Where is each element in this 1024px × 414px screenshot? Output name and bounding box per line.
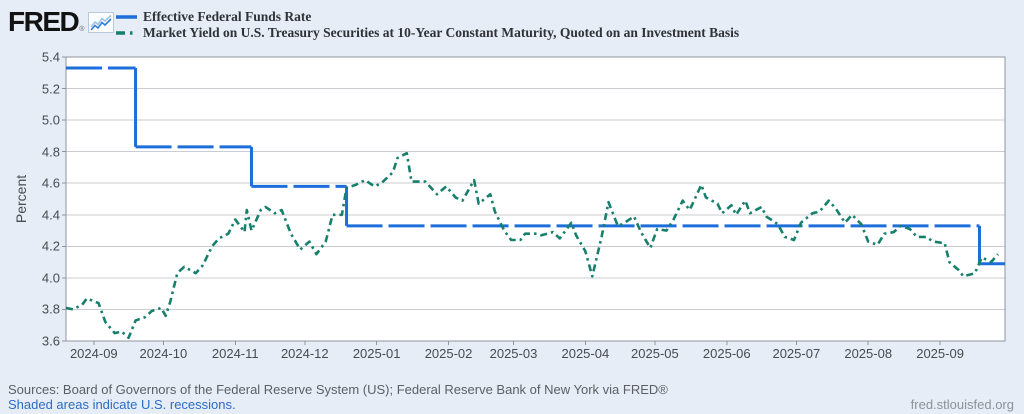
legend-swatch-solid-icon bbox=[116, 15, 137, 19]
x-axis-tick-label: 2025-07 bbox=[772, 346, 821, 361]
x-axis-tick-label: 2025-06 bbox=[702, 346, 751, 361]
fred-logo-registered: ® bbox=[79, 26, 85, 33]
legend-label-dgs10: Market Yield on U.S. Treasury Securities… bbox=[143, 25, 740, 40]
legend-swatch-dash-dot-icon bbox=[116, 31, 137, 35]
y-axis-tick-label: 4.6 bbox=[41, 175, 60, 191]
x-axis-tick-labels: 2024-09 2024-10 2024-11 2024-12 2025-01 2025-… bbox=[66, 346, 1005, 362]
y-axis-tick-label: 4.2 bbox=[41, 238, 60, 254]
x-axis-tick-label: 2025-03 bbox=[489, 346, 538, 361]
legend-item-effr[interactable]: Effective Federal Funds Rate bbox=[116, 9, 739, 25]
chart-plot-area[interactable] bbox=[62, 56, 1006, 345]
footer-sources-text: Sources: Board of Governors of the Feder… bbox=[8, 382, 668, 397]
fred-sparkline-icon bbox=[88, 12, 115, 33]
y-axis-tick-label: 4.0 bbox=[41, 270, 60, 286]
site-url: fred.stlouisfed.org bbox=[910, 397, 1014, 412]
x-axis-tick-label: 2025-09 bbox=[916, 346, 964, 361]
x-axis-tick-label: 2025-04 bbox=[561, 346, 610, 361]
recessions-link[interactable]: Shaded areas indicate U.S. recessions. bbox=[8, 397, 236, 412]
legend-label-effr: Effective Federal Funds Rate bbox=[143, 9, 312, 24]
y-axis-tick-label: 3.8 bbox=[41, 301, 60, 317]
x-axis-tick-label: 2024-10 bbox=[139, 346, 188, 361]
y-axis-tick-label: 5.4 bbox=[41, 49, 60, 65]
x-axis-tick-label: 2025-02 bbox=[424, 346, 473, 361]
x-axis-tick-label: 2024-12 bbox=[280, 346, 329, 361]
y-axis-tick-label: 5.0 bbox=[41, 112, 60, 128]
y-axis-title: Percent bbox=[13, 174, 29, 224]
chart-plot-svg bbox=[62, 56, 1006, 345]
y-axis-tick-label: 4.8 bbox=[41, 144, 60, 160]
x-axis-tick-label: 2024-09 bbox=[69, 346, 118, 361]
fred-logo-text: FRED bbox=[8, 6, 80, 37]
x-axis-tick-label: 2024-11 bbox=[211, 346, 259, 361]
y-axis-tick-labels: 3.6 3.8 4.0 4.2 4.4 4.6 4.8 5.0 5.2 5.4 bbox=[28, 50, 60, 349]
y-axis-tick-label: 3.6 bbox=[41, 333, 60, 349]
y-axis-tick-label: 5.2 bbox=[41, 81, 60, 97]
chart-legend: Effective Federal Funds Rate Market Yiel… bbox=[116, 9, 739, 41]
legend-item-dgs10[interactable]: Market Yield on U.S. Treasury Securities… bbox=[116, 25, 739, 41]
y-axis-tick-label: 4.4 bbox=[41, 207, 60, 223]
x-axis-tick-label: 2025-05 bbox=[631, 346, 679, 361]
fred-logo[interactable]: FRED ® bbox=[8, 6, 115, 37]
x-axis-tick-label: 2025-01 bbox=[352, 346, 401, 361]
x-axis-tick-label: 2025-08 bbox=[844, 346, 893, 361]
